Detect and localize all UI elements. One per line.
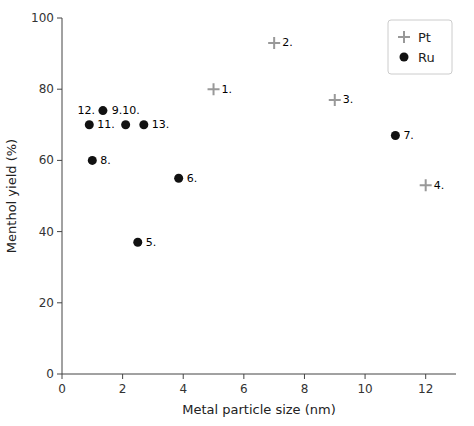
y-tick-label: 80	[39, 82, 54, 96]
point-label: 1.	[222, 83, 233, 96]
x-tick	[122, 374, 123, 379]
point	[268, 37, 280, 49]
y-tick	[57, 89, 62, 90]
legend-marker	[400, 53, 409, 62]
point	[98, 106, 107, 115]
y-tick	[57, 302, 62, 303]
y-tick-label: 60	[39, 153, 54, 167]
point	[133, 238, 142, 247]
point-label: 11.	[97, 118, 115, 131]
y-tick	[57, 231, 62, 232]
legend-marker	[398, 31, 410, 43]
y-tick-label: 40	[39, 225, 54, 239]
legend-box	[388, 20, 452, 74]
point	[329, 94, 341, 106]
y-tick	[57, 374, 62, 375]
x-tick-label: 4	[179, 382, 187, 396]
point-label: 3.	[343, 93, 354, 106]
x-tick-label: 8	[301, 382, 309, 396]
x-axis-line	[62, 374, 456, 375]
y-tick-label: 20	[39, 296, 54, 310]
y-tick	[57, 18, 62, 19]
plot-area	[85, 37, 432, 247]
x-tick	[365, 374, 366, 379]
x-tick	[425, 374, 426, 379]
legend: Pt Ru	[388, 20, 452, 74]
point-label: 12.	[77, 104, 95, 117]
point	[420, 179, 432, 191]
point-label: 7.	[403, 129, 414, 142]
point-label: 8.	[100, 154, 111, 167]
point	[88, 156, 97, 165]
x-tick-label: 6	[240, 382, 248, 396]
point	[174, 174, 183, 183]
point	[391, 131, 400, 140]
x-tick-label: 0	[58, 382, 66, 396]
y-tick-label: 0	[46, 367, 54, 381]
chart-container: 0 2 4 6 8 10 12 0 20 40 60 80 100 Metal particle size…	[0, 0, 474, 426]
point	[139, 120, 148, 129]
y-axis-line	[62, 18, 63, 374]
point-labels: 1. 2. 3. 4. 5. 6. 7. 8. 9.10. 12.11. 13.	[77, 36, 444, 248]
point-label: 4.	[434, 179, 445, 192]
point	[85, 120, 94, 129]
x-tick	[243, 374, 244, 379]
y-tick-label: 100	[31, 11, 54, 25]
x-tick-label: 12	[418, 382, 433, 396]
chart-svg: 0 2 4 6 8 10 12 0 20 40 60 80 100 Metal particle size…	[0, 0, 474, 426]
x-tick	[183, 374, 184, 379]
y-axis-label: Menthol yield (%)	[4, 139, 19, 253]
x-axis-label: Metal particle size (nm)	[182, 402, 336, 417]
x-tick	[304, 374, 305, 379]
x-tick-label: 2	[119, 382, 127, 396]
x-tick	[62, 374, 63, 379]
point-label: 2.	[282, 36, 293, 49]
point-label: 5.	[146, 236, 157, 249]
point	[208, 83, 220, 95]
legend-label: Ru	[418, 50, 435, 65]
point-label: 13.	[152, 118, 170, 131]
y-tick	[57, 160, 62, 161]
point-label: 9.10.	[112, 104, 140, 117]
x-tick-label: 10	[357, 382, 372, 396]
legend-label: Pt	[418, 30, 431, 45]
series-ru	[85, 106, 400, 247]
point-label: 6.	[187, 172, 198, 185]
point	[121, 120, 130, 129]
